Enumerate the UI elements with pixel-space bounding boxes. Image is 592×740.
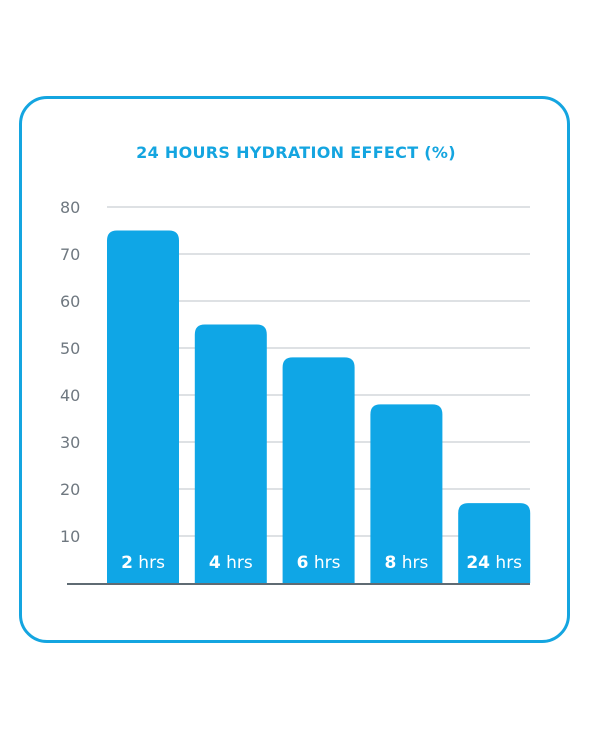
bar-category-label: 2 hrs [121, 553, 165, 573]
bar-category-label: 6 hrs [297, 553, 341, 573]
bar-6-hrs [282, 357, 355, 583]
y-tick-label: 20 [60, 480, 80, 499]
bar-labels: 2 hrs 4 hrs 6 hrs 8 hrs 24 hrs [121, 553, 522, 573]
y-tick-label: 80 [60, 198, 80, 217]
bar-24-hrs [458, 503, 531, 583]
bar-category-label: 24 hrs [466, 553, 522, 573]
bar-category-label: 4 hrs [209, 553, 253, 573]
y-tick-label: 70 [60, 245, 80, 264]
y-tick-label: 10 [60, 527, 80, 546]
y-tick-label: 60 [60, 292, 80, 311]
bar-4-hrs [194, 324, 267, 583]
y-tick-label: 30 [60, 433, 80, 452]
chart-title: 24 HOURS HYDRATION EFFECT (%) [136, 143, 456, 162]
bar-8-hrs [370, 404, 443, 583]
bar-2-hrs [107, 230, 179, 583]
y-axis-ticks: 10 20 30 40 50 60 70 80 [60, 198, 80, 546]
bars [107, 230, 531, 583]
y-tick-label: 50 [60, 339, 80, 358]
y-tick-label: 40 [60, 386, 80, 405]
bar-category-label: 8 hrs [384, 553, 428, 573]
